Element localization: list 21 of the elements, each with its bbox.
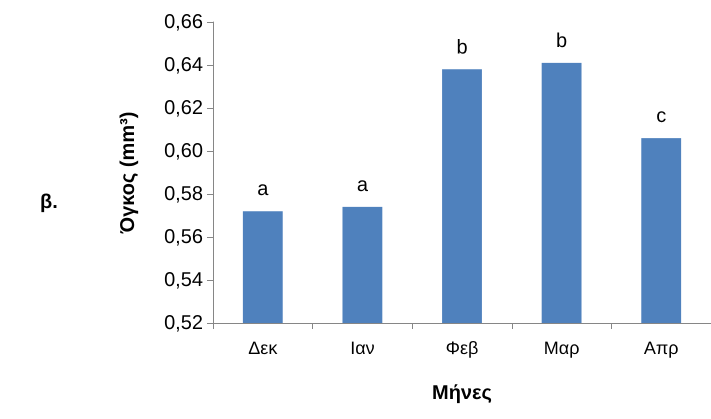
y-tick-label: 0,56	[164, 226, 203, 248]
y-tick-label: 0,54	[164, 269, 203, 291]
x-tick-label: Μαρ	[544, 338, 580, 358]
annotation: b	[456, 36, 468, 58]
x-tick-label: Δεκ	[248, 338, 278, 358]
y-tick-label: 0,64	[164, 54, 203, 76]
y-tick-label: 0,66	[164, 11, 203, 33]
x-axis-title: Μήνες	[432, 382, 492, 404]
x-tick-label: Απρ	[644, 338, 679, 358]
text: β.	[40, 191, 58, 213]
y-tick-label: 0,52	[164, 312, 203, 334]
annotation: a	[356, 174, 369, 196]
x-tick-label: Φεβ	[446, 338, 478, 358]
annotation: c	[656, 105, 666, 128]
y-tick-label: 0,58	[164, 183, 203, 205]
x-tick-label: Ιαν	[350, 338, 375, 358]
y-tick-label: 0,62	[164, 97, 203, 119]
annotation: b	[556, 30, 568, 52]
annotation: a	[257, 178, 270, 200]
y-tick-label: 0,60	[164, 140, 203, 162]
y-axis-title: Όγκος (mm³)	[117, 112, 139, 234]
